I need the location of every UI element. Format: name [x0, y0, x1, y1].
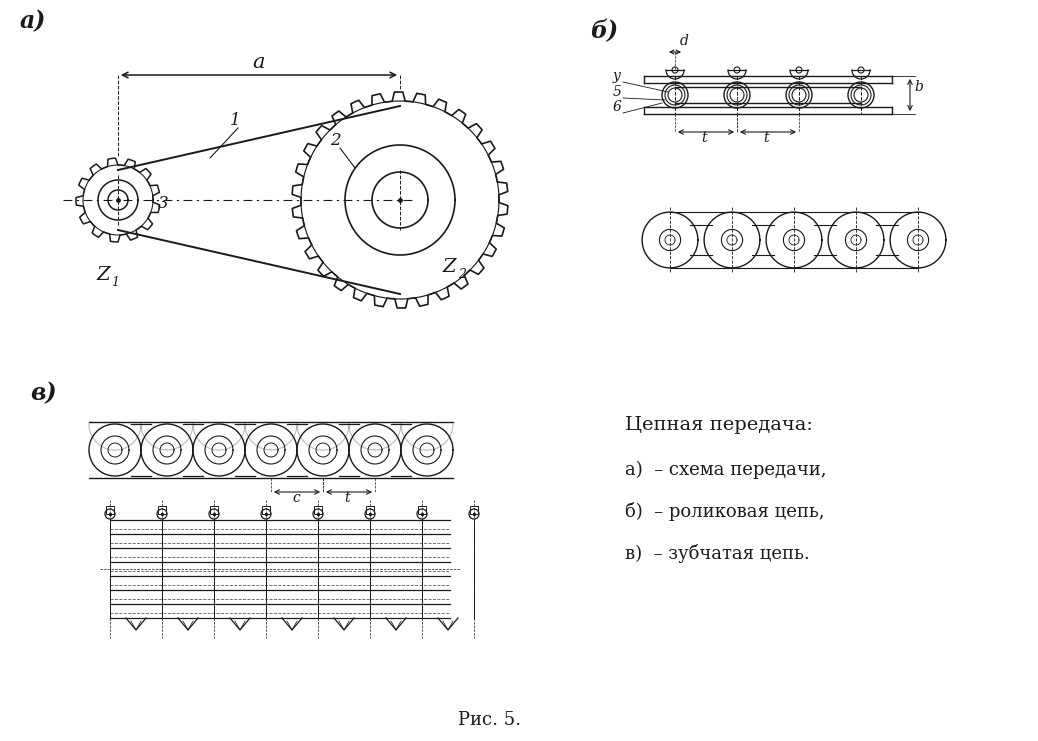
- Bar: [315, 506, 322, 514]
- Bar: [470, 506, 479, 514]
- Bar: [158, 506, 166, 514]
- Text: 1: 1: [111, 276, 119, 289]
- Text: d: d: [680, 34, 689, 48]
- Bar: [262, 506, 270, 514]
- Text: 3: 3: [158, 195, 168, 212]
- Bar: [106, 506, 114, 514]
- Text: Цепная передача:: Цепная передача:: [625, 416, 813, 434]
- Text: а)  – схема передачи,: а) – схема передачи,: [625, 461, 826, 479]
- Text: 1: 1: [230, 112, 241, 129]
- Text: 6: 6: [613, 100, 622, 114]
- Bar: [210, 506, 218, 514]
- Bar: [366, 506, 374, 514]
- Text: t: t: [763, 131, 768, 145]
- Text: в)  – зубчатая цепь.: в) – зубчатая цепь.: [625, 544, 810, 563]
- Text: б): б): [590, 19, 618, 43]
- Text: Рис. 5.: Рис. 5.: [459, 711, 521, 729]
- Text: 2: 2: [330, 132, 340, 149]
- Text: в): в): [30, 381, 57, 405]
- Text: y: y: [613, 69, 621, 83]
- Text: b: b: [914, 80, 923, 94]
- Text: c: c: [292, 491, 300, 505]
- Text: 5: 5: [613, 85, 622, 99]
- Text: 2: 2: [458, 268, 466, 281]
- Text: а): а): [20, 9, 47, 33]
- Text: б)  – роликовая цепь,: б) – роликовая цепь,: [625, 502, 824, 521]
- Text: Z: Z: [442, 258, 456, 276]
- Text: a: a: [252, 53, 265, 72]
- Bar: [418, 506, 426, 514]
- Text: Z: Z: [95, 266, 109, 284]
- Text: t: t: [701, 131, 707, 145]
- Text: t: t: [344, 491, 350, 505]
